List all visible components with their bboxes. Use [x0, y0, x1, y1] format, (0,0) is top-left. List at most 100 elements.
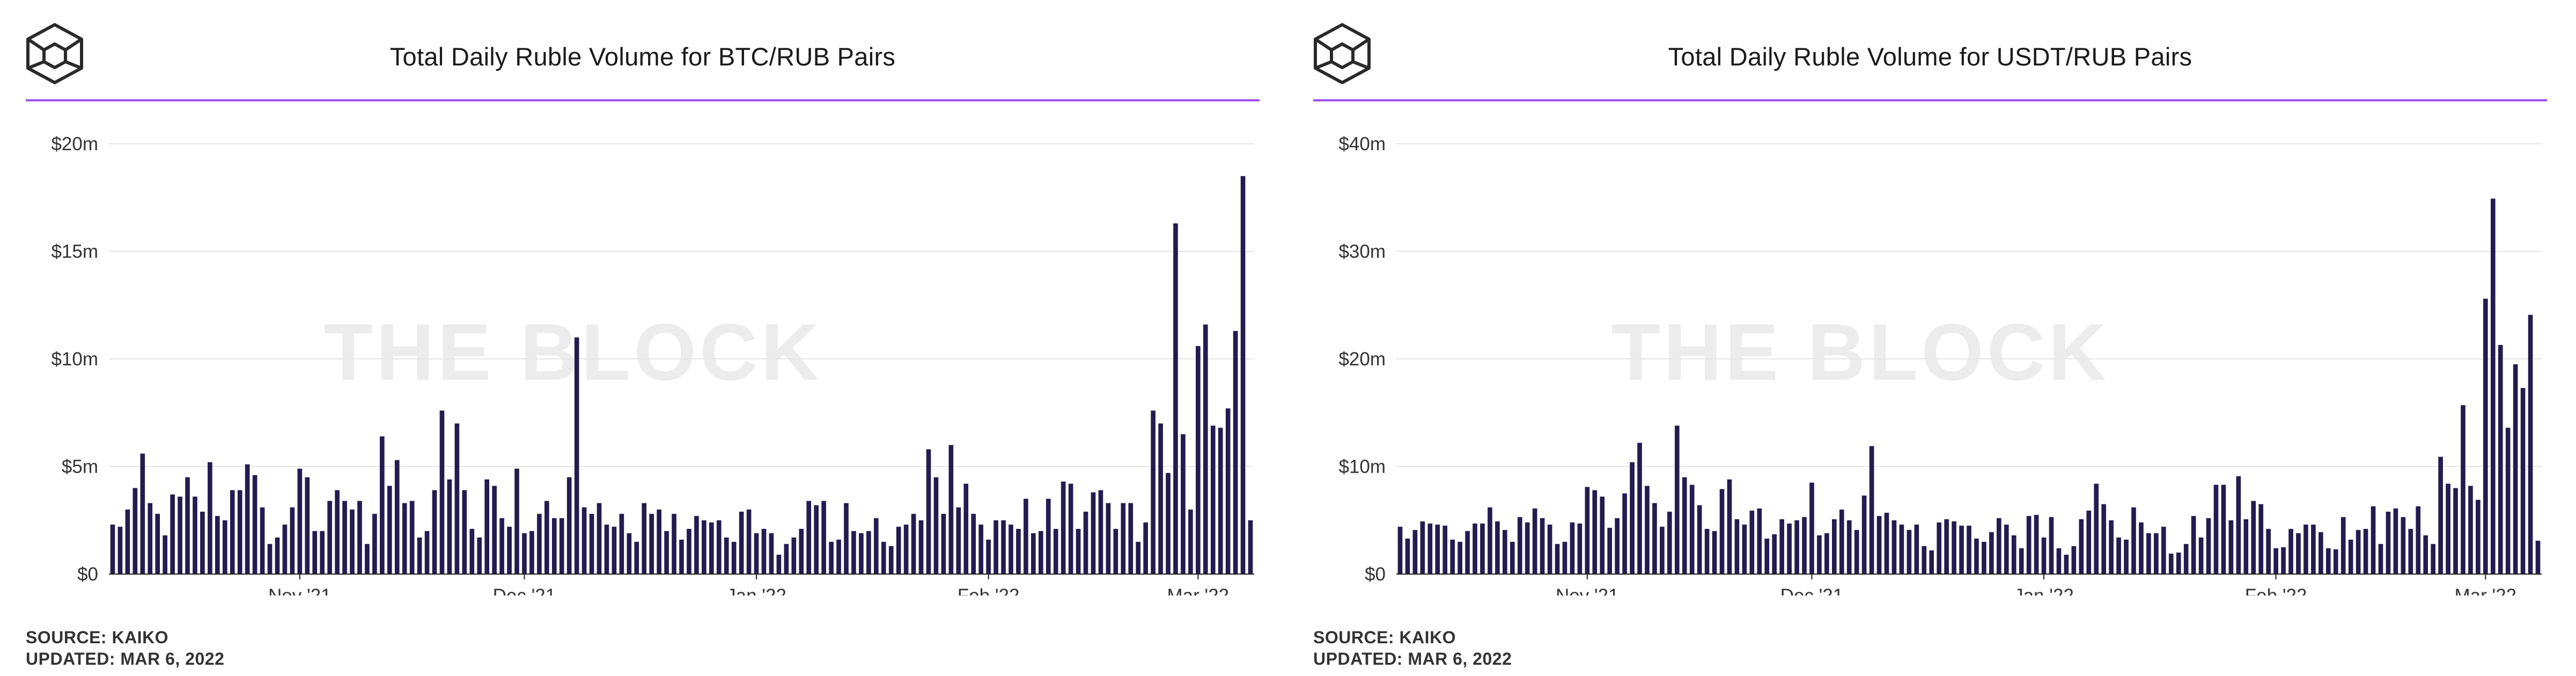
- bar: [754, 533, 759, 574]
- bar: [1031, 533, 1036, 574]
- bar: [694, 516, 699, 574]
- bar: [769, 533, 774, 574]
- bar: [2408, 528, 2413, 574]
- bar: [507, 526, 512, 574]
- bar: [260, 507, 265, 574]
- bar: [2056, 548, 2062, 574]
- bar: [1846, 520, 1852, 574]
- bar: [731, 541, 737, 574]
- bar: [1914, 524, 1919, 574]
- bar: [1645, 486, 1650, 574]
- bar: [402, 503, 407, 574]
- bar: [237, 490, 242, 574]
- y-tick-label: $10m: [51, 349, 98, 370]
- bar: [1577, 523, 1583, 574]
- bar: [2183, 543, 2189, 574]
- bar: [1674, 425, 1680, 574]
- bar: [881, 541, 886, 574]
- bar: [679, 539, 684, 574]
- bar: [829, 541, 834, 574]
- bar: [2468, 486, 2473, 574]
- bar: [365, 543, 370, 574]
- bar: [2348, 539, 2353, 574]
- bar: [956, 507, 961, 574]
- bar: [1622, 493, 1627, 575]
- bar: [387, 486, 392, 574]
- bar: [806, 501, 812, 574]
- bar: [2168, 553, 2174, 574]
- y-tick-label: $20m: [51, 134, 98, 155]
- bar: [148, 503, 153, 574]
- y-tick-label: $15m: [51, 241, 98, 262]
- bar: [133, 488, 138, 574]
- bar: [469, 528, 475, 574]
- bar: [350, 509, 355, 574]
- bar: [1772, 534, 1777, 574]
- bar: [2483, 298, 2488, 574]
- bar: [2026, 516, 2032, 574]
- bar: [417, 537, 422, 574]
- bar: [2071, 546, 2077, 574]
- bar: [200, 511, 205, 574]
- bar: [2423, 535, 2428, 574]
- bar: [424, 531, 430, 574]
- bar: [2049, 517, 2054, 574]
- bar: [1053, 528, 1058, 574]
- bar: [1891, 520, 1897, 574]
- bar: [2303, 524, 2308, 574]
- bar: [1907, 530, 1912, 574]
- bar: [380, 436, 385, 574]
- bar: [2520, 388, 2526, 574]
- bar: [110, 524, 115, 574]
- watermark: THE BLOCK: [1611, 307, 2110, 397]
- bar: [1839, 509, 1844, 574]
- bar: [978, 524, 983, 574]
- bar: [1817, 535, 1822, 574]
- updated-label: UPDATED: MAR 6, 2022: [1313, 649, 1512, 668]
- bar: [664, 531, 669, 574]
- bar: [477, 537, 482, 574]
- bar: [1615, 518, 1620, 574]
- bar-chart-btc-rub: THE BLOCK $0 $5m $10m $15m $20m Nov '21 Dec '21…: [51, 134, 1254, 596]
- bar: [634, 541, 639, 574]
- bar: [574, 337, 579, 574]
- bar: [926, 449, 931, 574]
- bar: [2333, 549, 2338, 574]
- bar: [2086, 510, 2092, 574]
- bar: [1532, 508, 1537, 574]
- bar: [2438, 457, 2443, 574]
- bar: [1427, 523, 1433, 574]
- bar: [1937, 522, 1942, 574]
- bar: [1697, 505, 1702, 574]
- bar: [230, 490, 235, 574]
- bar: [1143, 522, 1148, 574]
- the-block-cube-icon: [1314, 23, 1371, 84]
- bar: [2416, 506, 2421, 574]
- bar: [791, 537, 797, 574]
- bar: [589, 513, 594, 574]
- bar: [2258, 504, 2264, 574]
- bar: [327, 501, 332, 574]
- source-label: SOURCE: KAIKO: [26, 628, 169, 647]
- bar: [2176, 552, 2181, 574]
- bar: [948, 445, 954, 574]
- bar: [1473, 523, 1477, 574]
- bar: [1876, 516, 1882, 574]
- y-tick-label: $40m: [1338, 134, 1386, 155]
- bar: [1861, 495, 1867, 574]
- bar: [1996, 518, 2001, 574]
- bar: [522, 533, 527, 574]
- bar: [1989, 532, 1994, 574]
- bar: [1181, 434, 1186, 574]
- bar: [2401, 517, 2406, 574]
- y-tick-label: $10m: [1338, 457, 1386, 477]
- bar: [1600, 496, 1605, 574]
- bar: [2535, 540, 2541, 574]
- bar: [657, 509, 661, 574]
- bar: [2288, 528, 2293, 574]
- bar: [267, 543, 273, 574]
- bar: [1503, 530, 1507, 574]
- bar: [903, 524, 909, 574]
- bar: [1555, 543, 1560, 574]
- x-tick-label: Nov '21: [268, 585, 332, 596]
